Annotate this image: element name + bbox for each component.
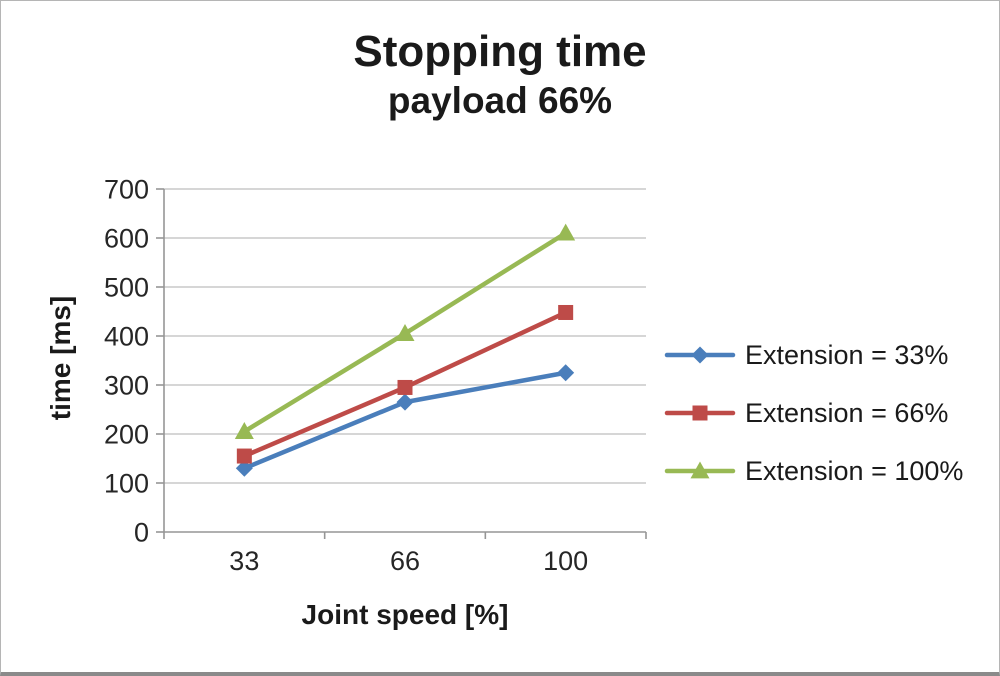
legend-label: Extension = 66% — [745, 397, 949, 428]
svg-text:0: 0 — [134, 518, 149, 548]
svg-text:100: 100 — [104, 469, 149, 499]
legend-item: Extension = 66% — [664, 397, 963, 428]
svg-text:66: 66 — [390, 546, 420, 576]
legend-label: Extension = 33% — [745, 339, 949, 370]
legend: Extension = 33% Extension = 66% Extensio… — [664, 339, 964, 486]
svg-text:600: 600 — [104, 224, 149, 254]
svg-text:300: 300 — [104, 371, 149, 401]
svg-text:400: 400 — [104, 322, 149, 352]
legend-item: Extension = 100% — [664, 455, 964, 486]
legend-label: Extension = 100% — [745, 455, 964, 486]
x-axis-title: Joint speed [%] — [301, 599, 509, 630]
legend-line-square-icon — [664, 405, 736, 421]
y-axis-title: time [ms] — [45, 295, 76, 421]
svg-text:200: 200 — [104, 420, 149, 450]
legend-line-diamond-icon — [664, 346, 736, 364]
legend-line-triangle-icon — [664, 461, 736, 479]
legend-item: Extension = 33% — [664, 339, 963, 370]
svg-text:100: 100 — [543, 546, 588, 576]
chart-header: Stopping time payload 66% — [1, 27, 999, 124]
svg-text:33: 33 — [229, 546, 259, 576]
svg-text:700: 700 — [104, 175, 149, 205]
chart-title: Stopping time — [353, 27, 647, 76]
chart-subtitle: payload 66% — [387, 79, 613, 121]
svg-text:500: 500 — [104, 273, 149, 303]
